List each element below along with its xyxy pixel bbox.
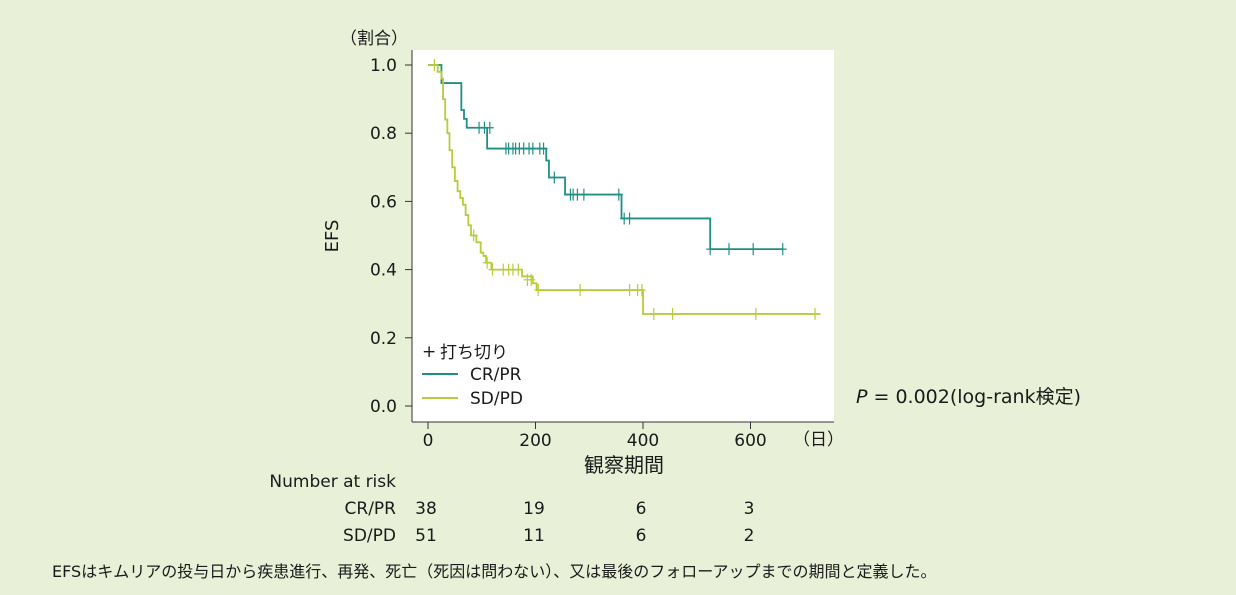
number-at-risk-table: Number at risk CR/PR SD/PD 38 19 6 3 51 … bbox=[269, 472, 754, 546]
y-tick-label: 0.6 bbox=[370, 192, 397, 212]
censor-mark bbox=[469, 229, 478, 242]
x-tick-label: 600 bbox=[734, 431, 766, 451]
risk-row-label-sd-pd: SD/PD bbox=[343, 526, 396, 546]
x-unit-label: （日） bbox=[793, 430, 844, 450]
censor-mark bbox=[706, 243, 715, 256]
x-tick-label: 0 bbox=[423, 431, 434, 451]
p-value-annotation: P = 0.002(log-rank検定) bbox=[856, 386, 1081, 408]
risk-title: Number at risk bbox=[269, 472, 396, 492]
curve-sd-pd bbox=[428, 64, 821, 315]
censor-mark bbox=[488, 263, 497, 276]
censor-mark bbox=[725, 243, 733, 256]
censor-mark bbox=[485, 121, 494, 134]
risk-cell: 11 bbox=[523, 526, 545, 546]
censor-mark bbox=[430, 59, 439, 71]
censor-mark bbox=[778, 243, 787, 256]
x-tick-label: 200 bbox=[519, 431, 551, 451]
censor-mark bbox=[514, 263, 523, 276]
legend-label-cr-pr: CR/PR bbox=[470, 365, 522, 385]
censor-mark bbox=[528, 142, 537, 155]
censor-mark bbox=[576, 284, 585, 297]
censor-mark bbox=[483, 256, 492, 269]
risk-cell: 3 bbox=[744, 499, 755, 519]
p-text: = 0.002(log-rank検定) bbox=[867, 386, 1081, 408]
legend-label-sd-pd: SD/PD bbox=[470, 389, 523, 409]
legend-censor-label: 打ち切り bbox=[440, 343, 508, 363]
censor-mark bbox=[550, 171, 559, 184]
risk-row-label-cr-pr: CR/PR bbox=[345, 499, 397, 519]
censor-mark bbox=[637, 284, 646, 297]
y-tick-label: 1.0 bbox=[370, 56, 397, 76]
censor-mark bbox=[749, 243, 758, 256]
risk-cell: 51 bbox=[415, 526, 437, 546]
legend-censor-symbol: + bbox=[422, 342, 436, 362]
censor-mark bbox=[625, 284, 634, 297]
censor-mark bbox=[614, 188, 623, 201]
censor-mark bbox=[625, 212, 634, 225]
y-tick-label: 0.4 bbox=[370, 261, 397, 281]
x-tick-label: 400 bbox=[627, 431, 659, 451]
p-symbol: P bbox=[856, 386, 868, 408]
risk-cell: 2 bbox=[744, 526, 755, 546]
y-axis-label: EFS bbox=[322, 220, 343, 253]
censor-mark bbox=[811, 307, 819, 320]
risk-cell: 6 bbox=[636, 499, 647, 519]
risk-cell: 19 bbox=[523, 499, 545, 519]
censor-mark bbox=[527, 273, 536, 286]
y-unit-label: （割合） bbox=[340, 29, 408, 49]
censor-mark bbox=[649, 307, 658, 320]
y-tick-label: 0.0 bbox=[370, 397, 397, 417]
censor-mark bbox=[534, 284, 543, 297]
risk-cell: 6 bbox=[636, 526, 647, 546]
plot-area bbox=[412, 50, 834, 422]
censor-mark bbox=[539, 142, 548, 155]
km-chart: （割合） EFS （日） 観察期間 0.0 0.2 0.4 0.6 0.8 1.0 0 20… bbox=[269, 29, 1081, 546]
legend: + 打ち切り CR/PR SD/PD bbox=[422, 342, 523, 409]
censor-mark bbox=[579, 188, 588, 201]
x-axis-label: 観察期間 bbox=[584, 453, 664, 477]
y-tick-label: 0.8 bbox=[370, 124, 397, 144]
footnote: EFSはキムリアの投与日から疾患進行、再発、死亡（死因は問わない）、又は最後のフ… bbox=[52, 562, 937, 581]
risk-cell: 38 bbox=[415, 499, 437, 519]
censor-mark bbox=[751, 307, 760, 320]
y-tick-label: 0.2 bbox=[370, 329, 397, 349]
censor-mark bbox=[668, 307, 677, 320]
